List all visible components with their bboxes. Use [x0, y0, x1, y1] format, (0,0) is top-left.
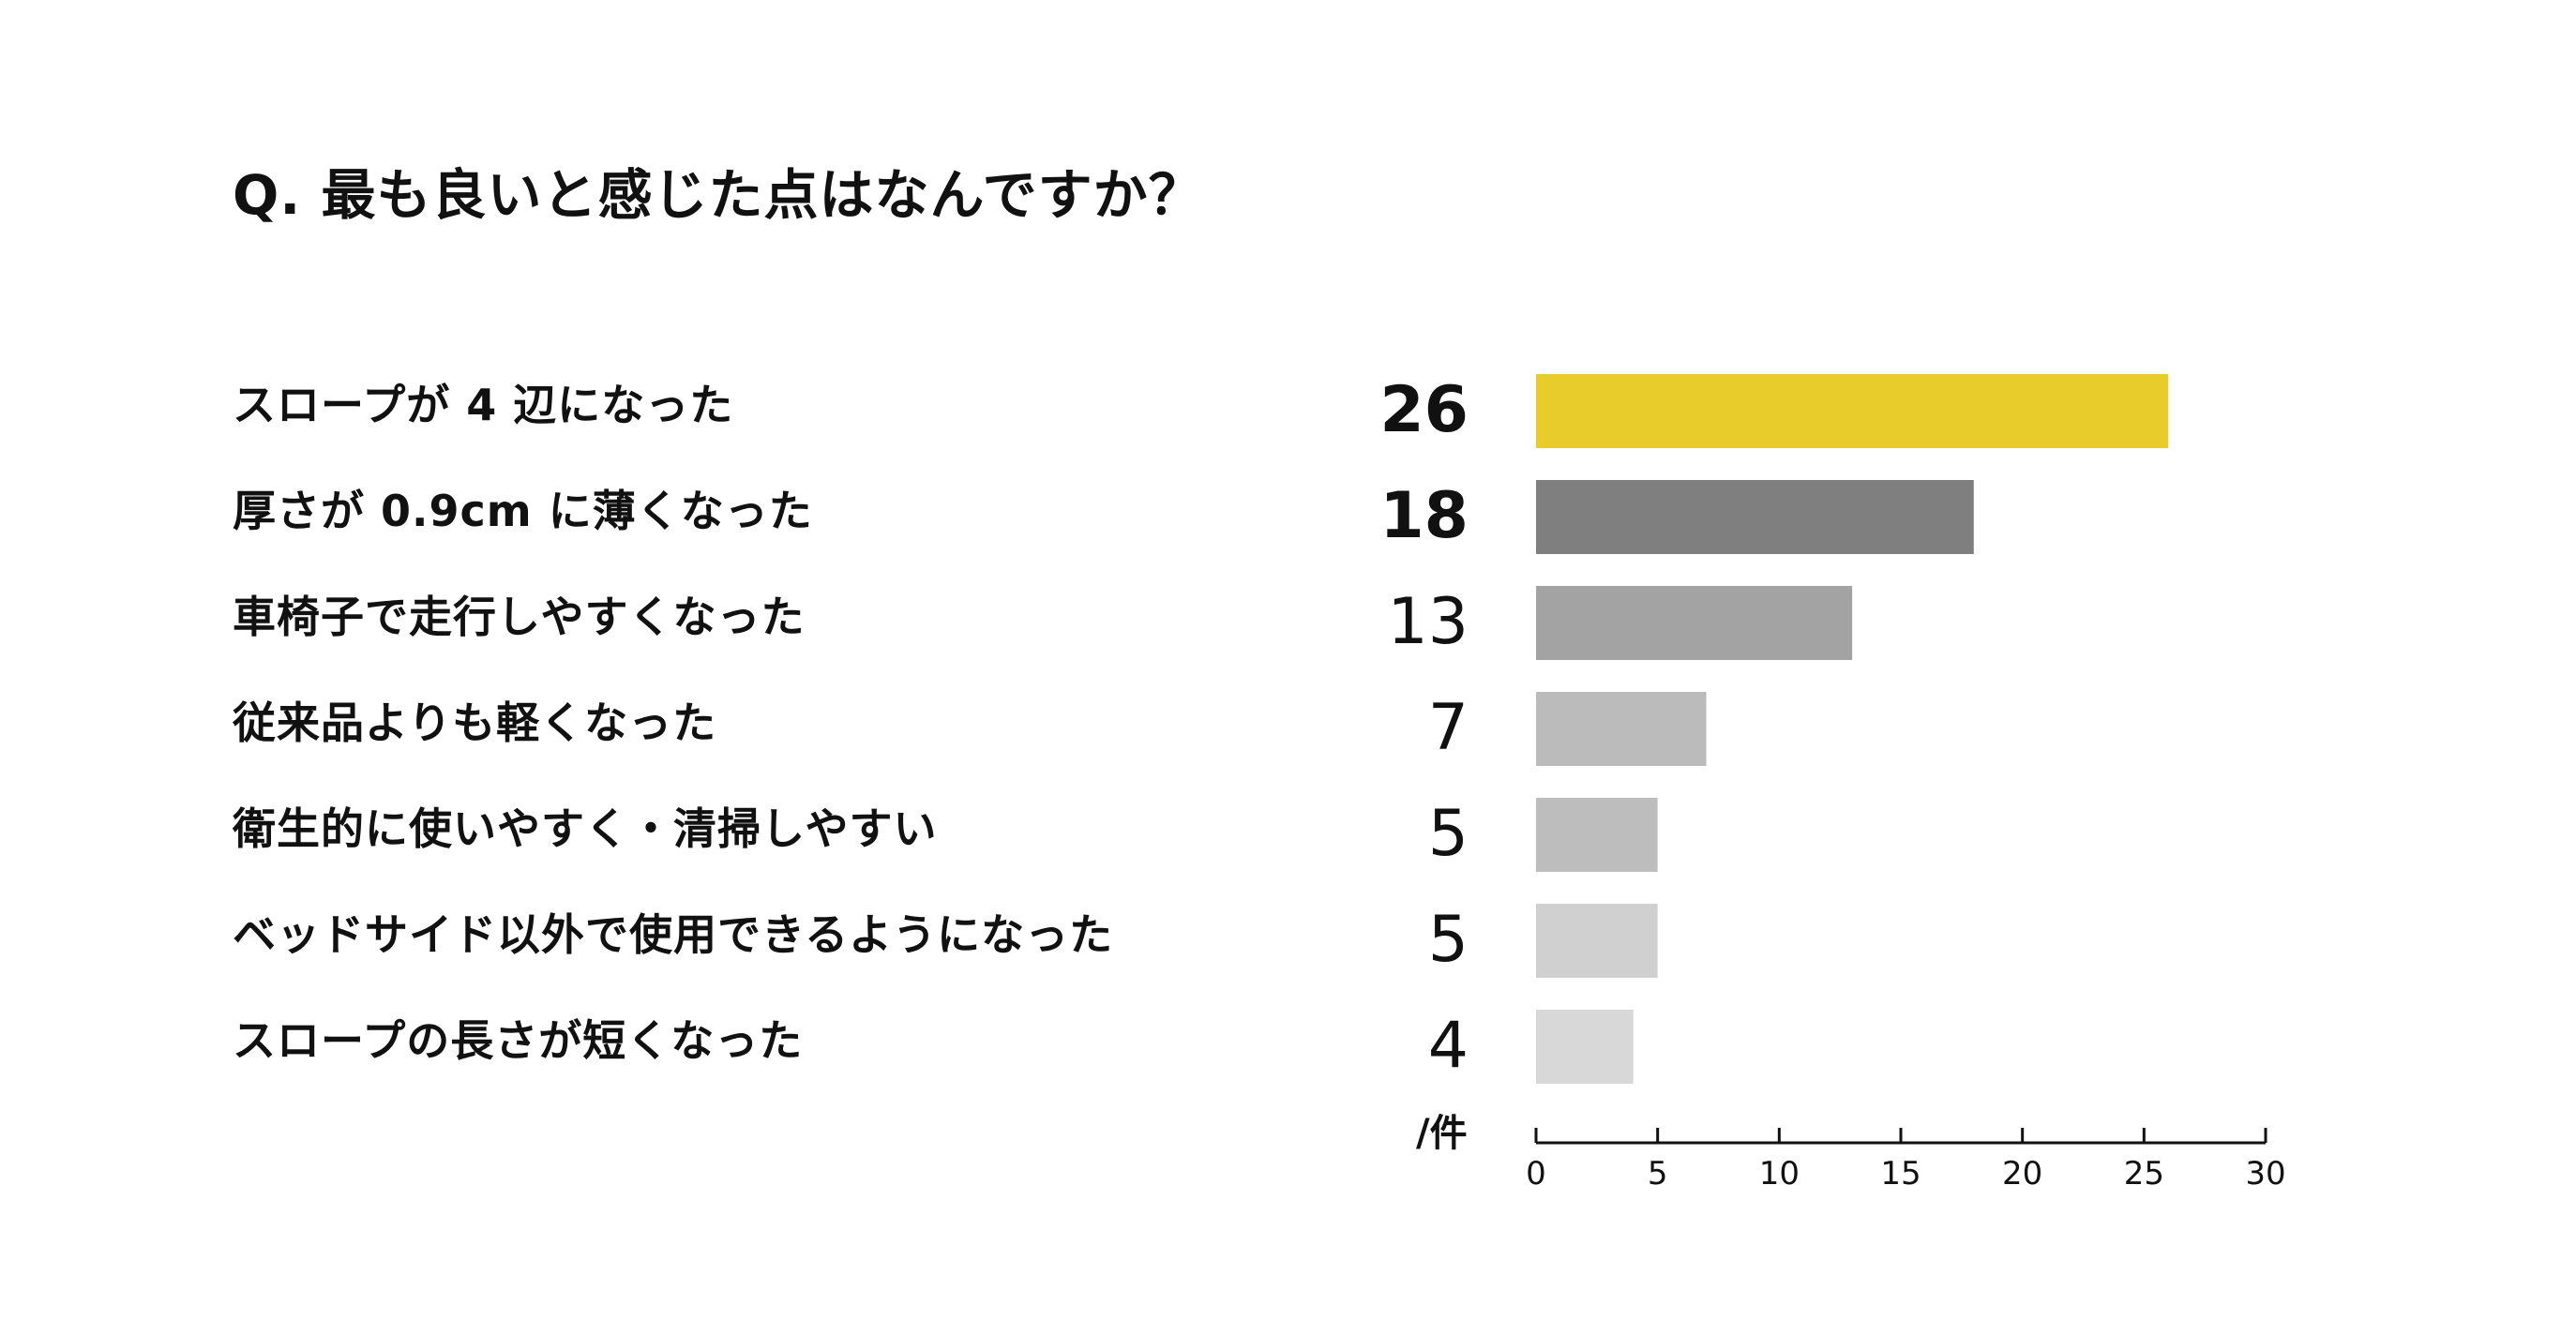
x-axis: 0 5 10 15 20 25 30 [1526, 1128, 2286, 1192]
value-label: 26 [1379, 373, 1469, 447]
bars-group [1536, 374, 2169, 1084]
category-label: 厚さが 0.9cm に薄くなった [233, 486, 813, 536]
x-tick-label: 20 [2002, 1155, 2042, 1192]
value-label: 13 [1387, 585, 1469, 659]
x-tick-label: 15 [1880, 1155, 1921, 1192]
category-label: 衛生的に使いやすく・清掃しやすい [233, 803, 938, 854]
bar [1536, 1010, 1634, 1084]
value-label: 18 [1379, 479, 1469, 553]
category-label: スロープの長さが短くなった [233, 1015, 804, 1066]
category-label: 車椅子で走行しやすくなった [233, 592, 806, 642]
value-label: 4 [1427, 1009, 1469, 1083]
bar [1536, 798, 1658, 872]
x-tick-label: 25 [2124, 1155, 2164, 1192]
x-tick-label: 10 [1759, 1155, 1800, 1192]
category-label: 従来品よりも軽くなった [233, 698, 717, 748]
bar [1536, 692, 1707, 766]
chart-title: Q. 最も良いと感じた点はなんですか？ [233, 163, 1204, 227]
x-tick-label: 5 [1648, 1155, 1668, 1192]
bar [1536, 480, 1974, 554]
bar [1536, 374, 2169, 448]
value-label: 5 [1427, 797, 1469, 871]
value-label: 7 [1427, 691, 1469, 765]
value-label: 5 [1427, 903, 1469, 977]
bar [1536, 586, 1853, 660]
bar [1536, 904, 1658, 978]
category-label: スロープが 4 辺になった [233, 380, 734, 430]
unit-label: /件 [1416, 1112, 1468, 1155]
category-label: ベッドサイド以外で使用できるようになった [233, 909, 1114, 960]
x-tick-label: 30 [2245, 1155, 2285, 1192]
x-tick-label: 0 [1526, 1155, 1546, 1192]
